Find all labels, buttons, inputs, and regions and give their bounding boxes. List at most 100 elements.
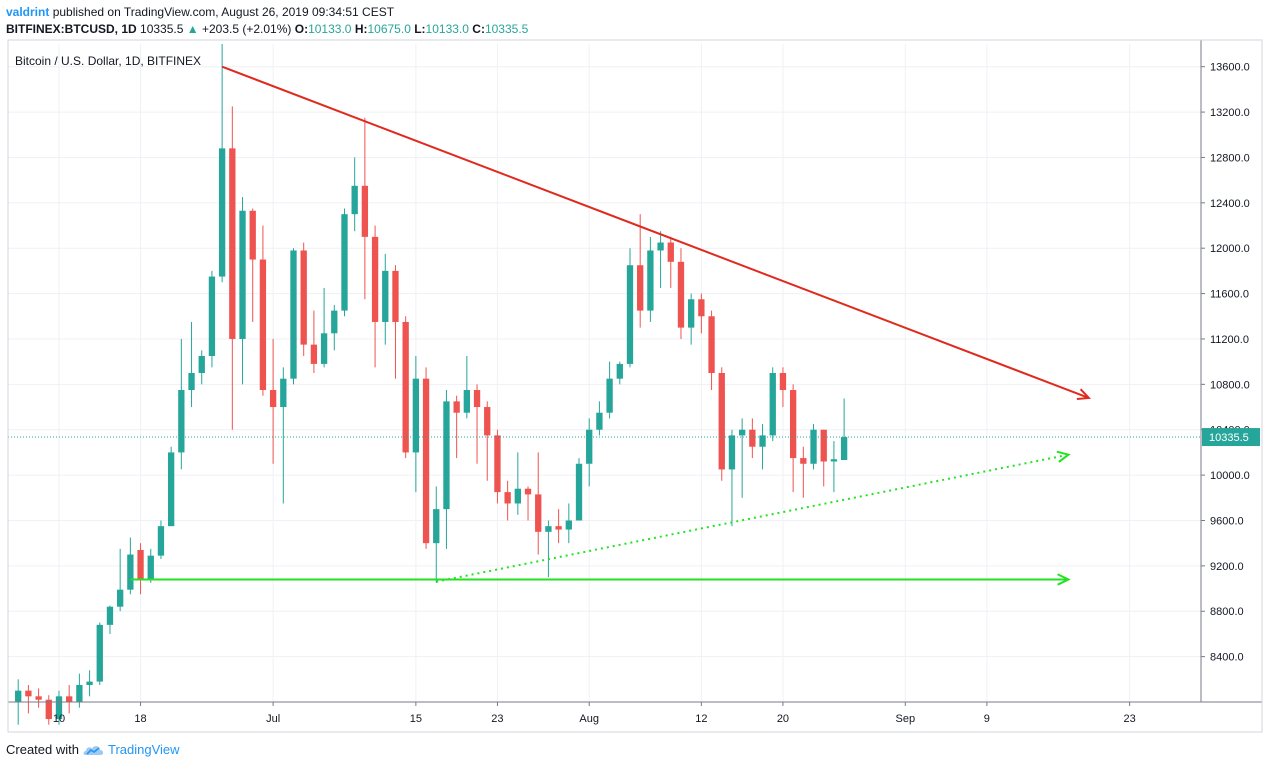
candle (840, 398, 848, 461)
drawing-line (436, 453, 1069, 583)
candle (738, 418, 746, 498)
candle-body (789, 390, 797, 459)
candle (759, 424, 766, 470)
candle (688, 293, 695, 345)
candle-body (341, 214, 348, 311)
last-price-tag: 10335.5 (1202, 428, 1260, 447)
candle (596, 401, 603, 436)
candle (575, 458, 583, 521)
candle (749, 418, 756, 459)
chart-title: Bitcoin / U.S. Dollar, 1D, BITFINEX (15, 54, 201, 68)
date-tick-label: Jul (266, 713, 280, 725)
created-with-text: Created with (6, 742, 79, 757)
candle-body (626, 265, 634, 364)
candle (320, 287, 328, 368)
candle (269, 338, 277, 464)
price-tick-label: 11200.0 (1210, 334, 1249, 346)
candle-body (596, 412, 603, 430)
date-tick-label: 23 (491, 713, 503, 725)
candle (117, 548, 124, 612)
arrow-head (1057, 573, 1071, 586)
candle-body (218, 148, 226, 277)
candle (637, 214, 644, 328)
symbol-label[interactable]: BITFINEX:BTCUSD, 1D (6, 22, 137, 36)
published-text: published on TradingView.com, August 26,… (52, 5, 395, 19)
candle-body (504, 492, 511, 504)
author-name[interactable]: valdrint (6, 5, 50, 19)
candle (789, 384, 797, 493)
candle (667, 236, 674, 288)
candle-body (840, 437, 848, 461)
candle (178, 338, 185, 470)
date-tick-label: Sep (896, 713, 916, 725)
candle-body (402, 321, 409, 453)
low-value: 10133.0 (425, 22, 469, 36)
price-tick-label: 12800.0 (1210, 152, 1250, 164)
last-price-tag-bg (1202, 428, 1260, 447)
candle-body (66, 696, 73, 702)
candle (463, 355, 471, 419)
date-tick-label: 20 (777, 713, 789, 725)
candle-body (422, 378, 430, 544)
price-tick-label: 13600.0 (1210, 62, 1250, 74)
candle-body (15, 690, 22, 702)
candle-body (637, 265, 644, 311)
candle-body (514, 488, 521, 504)
candle-body (453, 401, 460, 413)
candle-body (55, 696, 63, 720)
candle-body (45, 699, 52, 720)
trend-line-descending-resistance (221, 65, 1091, 400)
candle-body (188, 373, 195, 391)
last-price: 10335.5 (140, 22, 184, 36)
candle (830, 441, 838, 493)
candle-body (800, 458, 807, 464)
candle-body (545, 526, 552, 532)
candle (147, 548, 154, 583)
date-tick-label: Aug (579, 713, 599, 725)
candle-body (259, 259, 267, 391)
drawing-line (221, 65, 1090, 399)
candle-body (586, 429, 593, 464)
candle-body (361, 185, 369, 237)
candle-body (25, 690, 32, 697)
candle (167, 446, 175, 527)
candle (280, 367, 287, 504)
candle-body (738, 429, 746, 436)
candle (545, 520, 552, 578)
candle-body (331, 310, 338, 334)
price-tick-label: 8400.0 (1210, 652, 1244, 664)
horizontal-line-horizontal-support (130, 573, 1071, 586)
tradingview-logo[interactable]: TradingView (83, 742, 180, 758)
candle-body (688, 299, 695, 328)
date-tick-label: 9 (984, 713, 990, 725)
candle-body (249, 210, 256, 260)
candle-body (555, 526, 562, 530)
candle-body (208, 276, 216, 356)
candle-body (178, 390, 185, 453)
candle (647, 236, 654, 322)
price-tick-label: 13200.0 (1210, 107, 1250, 119)
price-tick-label: 10000.0 (1210, 470, 1250, 482)
ohlc-legend: BITFINEX:BTCUSD, 1D 10335.5 ▲ +203.5 (+2… (6, 21, 528, 37)
candle-body (412, 378, 420, 453)
candle-body (382, 270, 389, 322)
candle-body (76, 684, 83, 702)
candle-body (320, 333, 328, 364)
candle (708, 310, 715, 391)
candle (310, 310, 318, 373)
high-value: 10675.0 (367, 22, 411, 36)
candle-body (433, 509, 440, 544)
candles-group (15, 44, 848, 725)
candle (188, 321, 195, 408)
publish-header: valdrint published on TradingView.com, A… (6, 4, 394, 20)
candle (290, 248, 297, 385)
candle (820, 429, 827, 487)
price-tick-label: 12400.0 (1210, 198, 1250, 210)
candle (606, 361, 613, 419)
candle (514, 452, 521, 515)
candle (218, 44, 226, 283)
candle-body (616, 363, 623, 379)
candle-body (647, 250, 654, 311)
candle (473, 384, 481, 464)
